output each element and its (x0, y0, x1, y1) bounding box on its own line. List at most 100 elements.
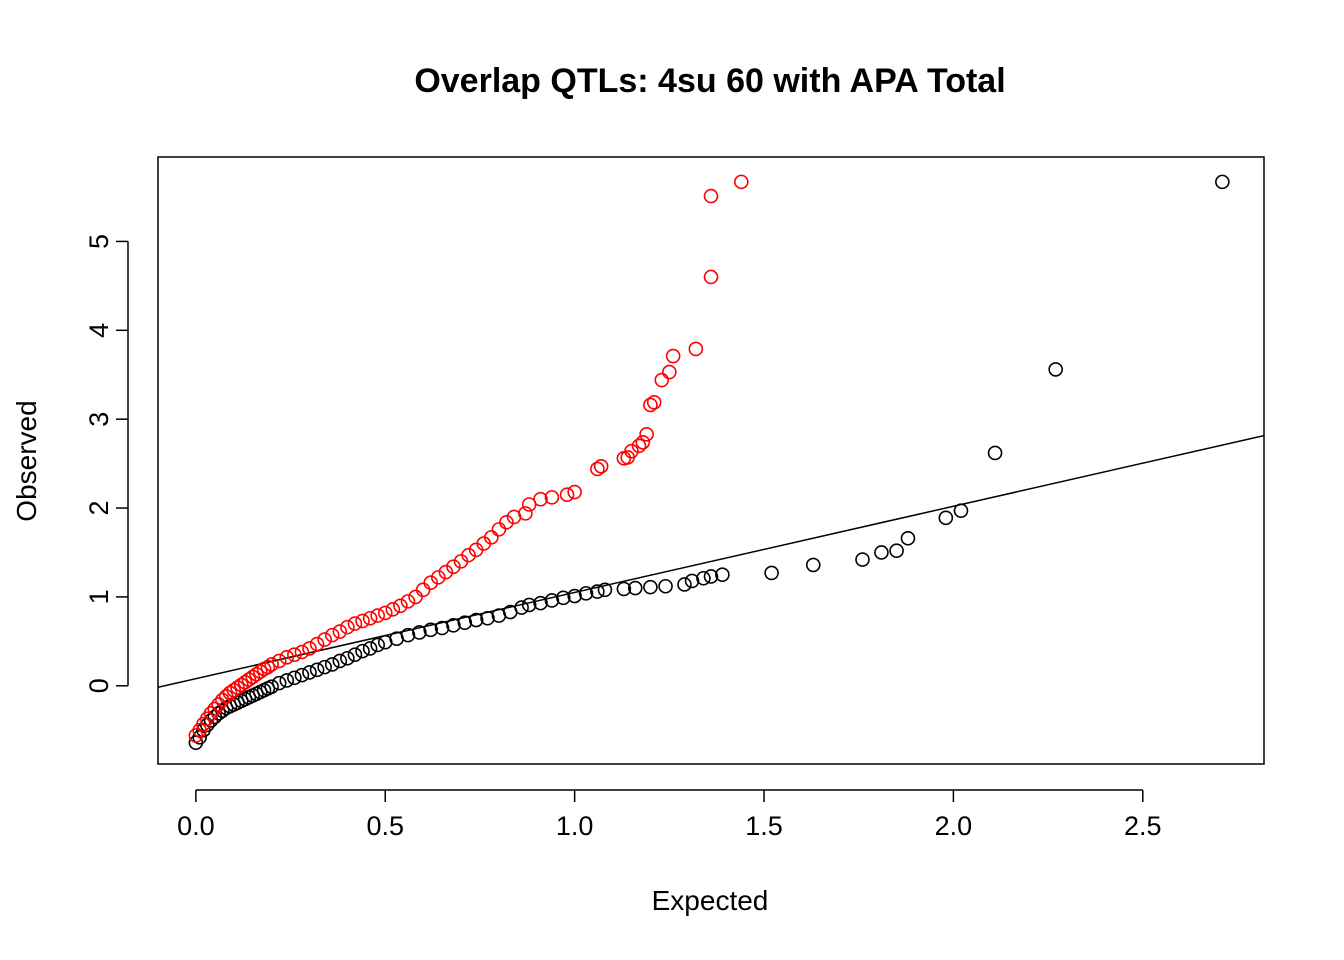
data-point (461, 547, 476, 563)
data-point (245, 669, 260, 685)
x-tick-label: 2.0 (935, 811, 973, 841)
data-point (400, 627, 416, 643)
data-point (324, 627, 340, 643)
data-point (646, 394, 662, 410)
data-point (260, 659, 276, 675)
data-point (340, 619, 355, 635)
chart-title: Overlap QTLs: 4su 60 with APA Total (414, 62, 1005, 100)
data-point (234, 677, 249, 693)
y-tick-label: 3 (84, 412, 114, 427)
data-point (764, 565, 779, 581)
data-point (567, 588, 582, 604)
data-point (805, 557, 821, 573)
data-point (355, 643, 370, 659)
data-point (533, 595, 548, 611)
data-point (665, 348, 681, 364)
x-tick-label: 0.5 (366, 811, 404, 841)
data-point (230, 680, 245, 695)
data-point (635, 434, 651, 450)
data-point (317, 632, 332, 647)
data-point (302, 665, 317, 680)
data-point (874, 545, 889, 560)
data-point (438, 564, 454, 580)
data-point (1215, 174, 1230, 190)
data-point (639, 426, 654, 442)
data-point (241, 672, 257, 687)
data-point (643, 397, 658, 413)
x-tick-label: 0.0 (177, 811, 215, 841)
data-point (377, 605, 393, 621)
data-point (593, 458, 609, 474)
data-point (544, 490, 560, 505)
data-point (430, 570, 446, 585)
data-point (446, 559, 461, 575)
data-point (222, 685, 238, 701)
data-point (211, 697, 226, 712)
data-point (332, 624, 348, 639)
data-point (226, 682, 242, 698)
y-tick-label: 4 (84, 323, 114, 338)
y-tick-label: 0 (84, 678, 114, 693)
data-point (434, 620, 450, 636)
y-tick-label: 2 (84, 501, 114, 516)
x-axis-label: Expected (652, 885, 769, 916)
data-point (677, 577, 692, 592)
data-point (559, 487, 575, 503)
plot-frame (157, 156, 1265, 765)
x-tick-label: 1.5 (745, 811, 783, 841)
data-point (385, 602, 401, 617)
data-point (347, 647, 363, 662)
data-point (412, 625, 427, 640)
data-point (271, 675, 287, 691)
data-point (340, 650, 355, 666)
data-point (252, 664, 268, 679)
series-black-points (188, 174, 1230, 750)
data-point (203, 706, 219, 721)
data-point (491, 522, 507, 537)
data-point (355, 613, 370, 629)
data-point (567, 484, 582, 500)
data-point (938, 510, 954, 526)
data-point (480, 610, 495, 626)
data-point (362, 641, 378, 656)
data-point (597, 582, 613, 598)
data-point (264, 657, 279, 672)
data-point (446, 618, 461, 633)
x-tick-label: 1.0 (556, 811, 594, 841)
data-point (624, 443, 639, 459)
data-point (900, 530, 916, 546)
data-point (370, 637, 385, 653)
data-point (631, 438, 647, 454)
data-point (533, 491, 548, 507)
data-point (408, 589, 423, 605)
data-point (734, 174, 749, 190)
data-point (715, 567, 730, 583)
data-point (457, 615, 473, 630)
data-point (237, 674, 253, 690)
series-red-points (188, 174, 749, 743)
data-point (987, 445, 1003, 461)
data-point (688, 341, 704, 357)
data-point (264, 679, 279, 694)
data-point (499, 514, 514, 530)
data-point (518, 506, 533, 521)
data-point (684, 573, 700, 589)
data-point (302, 641, 317, 656)
y-tick-label: 1 (84, 589, 114, 604)
data-point (249, 666, 264, 682)
data-point (347, 616, 363, 631)
data-point (627, 580, 643, 596)
data-point (423, 575, 439, 590)
data-point (616, 581, 632, 597)
data-point (370, 608, 385, 623)
y-tick-label: 5 (84, 234, 114, 249)
data-point (287, 670, 302, 686)
data-point (207, 701, 223, 717)
data-point (953, 503, 969, 519)
data-point (317, 659, 332, 675)
data-point (468, 612, 484, 628)
data-point (658, 578, 673, 594)
x-tick-label: 2.5 (1124, 811, 1162, 841)
data-point (294, 667, 310, 683)
data-point (484, 530, 499, 545)
